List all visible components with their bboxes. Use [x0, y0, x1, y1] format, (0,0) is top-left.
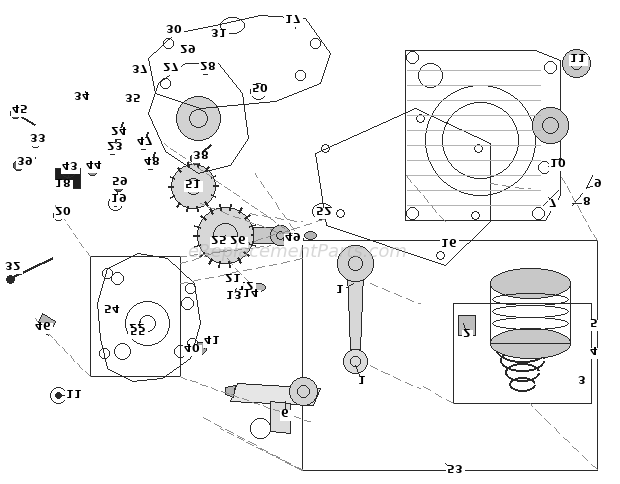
- Text: eReplacementParts.com: eReplacementParts.com: [188, 242, 407, 261]
